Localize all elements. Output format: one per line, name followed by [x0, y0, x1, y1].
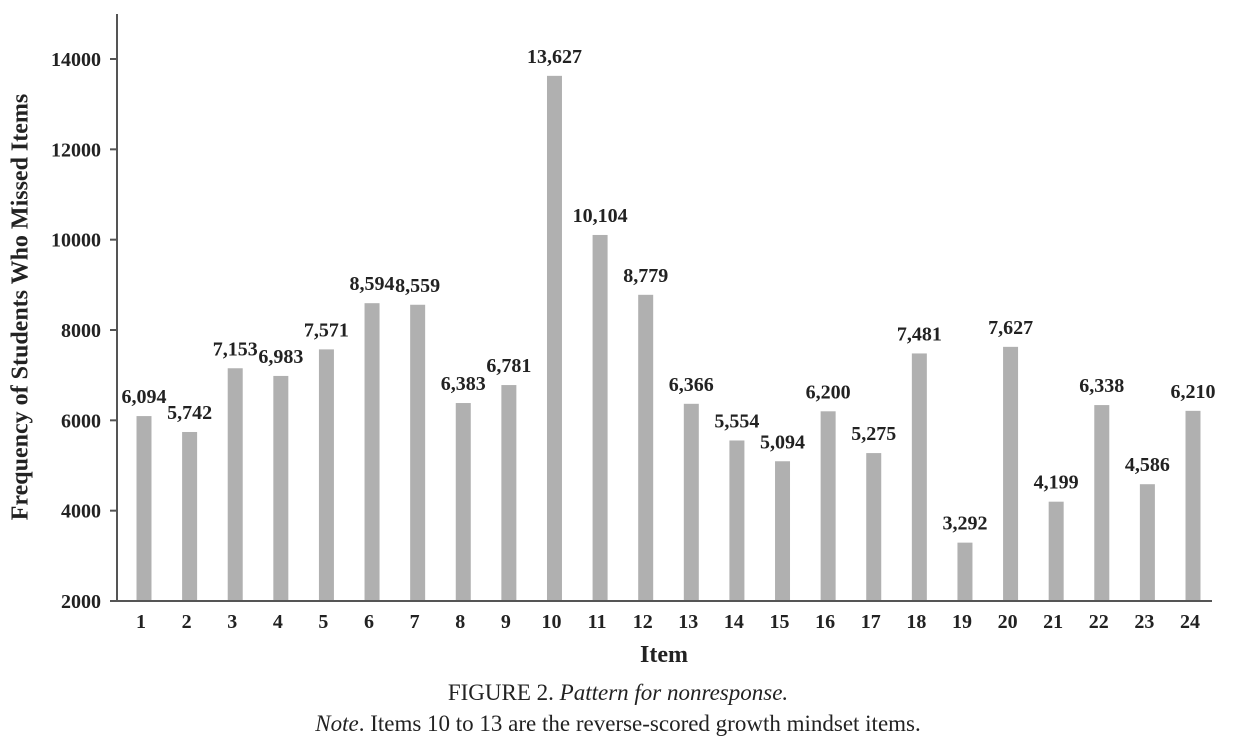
- data-label-item-10: 13,627: [527, 46, 582, 68]
- data-label-item-19: 3,292: [942, 513, 987, 535]
- bar-item-12: [638, 294, 654, 601]
- data-label-item-15: 5,094: [760, 431, 805, 453]
- bar-item-19: [957, 542, 973, 601]
- y-tick-label: 14000: [51, 49, 101, 71]
- data-label-item-5: 7,571: [304, 319, 349, 341]
- bar-item-11: [592, 234, 608, 601]
- x-tick-label: 12: [633, 611, 653, 633]
- x-tick-label: 18: [906, 611, 926, 633]
- figure-note: Note. Items 10 to 13 are the reverse-sco…: [0, 711, 1236, 737]
- bar-item-13: [683, 403, 699, 601]
- x-tick-label: 17: [861, 611, 881, 633]
- bar-item-16: [820, 411, 836, 601]
- y-tick-label: 2000: [61, 591, 101, 613]
- y-tick-label: 4000: [61, 501, 101, 523]
- x-tick-label: 14: [724, 611, 744, 633]
- x-tick-label: 2: [182, 611, 192, 633]
- x-tick-label: 15: [770, 611, 790, 633]
- bar-item-5: [318, 349, 334, 601]
- data-label-item-21: 4,199: [1034, 472, 1079, 494]
- y-ticks-group: 2000 4000 6000 8000 10000 12000 14000: [51, 49, 117, 613]
- data-label-item-17: 5,275: [851, 423, 896, 445]
- bars-group: [136, 75, 1201, 601]
- note-label: Note: [315, 711, 359, 736]
- x-tick-label: 3: [227, 611, 237, 633]
- bar-item-15: [775, 461, 791, 601]
- y-tick-label: 8000: [61, 320, 101, 342]
- bar-item-6: [364, 303, 380, 601]
- bar-item-4: [273, 375, 289, 601]
- bar-item-20: [1003, 346, 1019, 601]
- note-text: . Items 10 to 13 are the reverse-scored …: [358, 711, 921, 736]
- x-tick-label: 1: [136, 611, 146, 633]
- x-tick-label: 13: [678, 611, 698, 633]
- bar-item-9: [501, 385, 517, 601]
- data-label-item-22: 6,338: [1079, 375, 1124, 397]
- data-label-item-3: 7,153: [213, 338, 258, 360]
- data-label-item-4: 6,983: [258, 346, 303, 368]
- y-tick-label: 10000: [51, 230, 101, 252]
- bar-item-1: [136, 416, 152, 601]
- data-label-item-16: 6,200: [806, 381, 851, 403]
- data-label-item-24: 6,210: [1171, 381, 1216, 403]
- bar-item-2: [182, 431, 198, 601]
- bar-item-10: [546, 75, 562, 601]
- bar-item-14: [729, 440, 745, 601]
- bar-item-18: [911, 353, 927, 601]
- x-tick-label: 23: [1134, 611, 1154, 633]
- x-tick-label: 10: [541, 611, 561, 633]
- x-tick-label: 5: [318, 611, 328, 633]
- data-label-item-20: 7,627: [988, 317, 1033, 339]
- x-tick-label: 9: [501, 611, 511, 633]
- y-tick-label: 6000: [61, 410, 101, 432]
- data-label-item-13: 6,366: [669, 374, 714, 396]
- data-label-item-2: 5,742: [167, 402, 212, 424]
- x-tick-label: 19: [952, 611, 972, 633]
- x-tick-label: 20: [998, 611, 1018, 633]
- bar-item-22: [1094, 405, 1110, 601]
- x-tick-label: 4: [273, 611, 283, 633]
- data-label-item-1: 6,094: [122, 386, 167, 408]
- x-tick-label: 8: [455, 611, 465, 633]
- x-tick-label: 11: [588, 611, 607, 633]
- data-label-item-12: 8,779: [623, 265, 668, 287]
- figure-caption: FIGURE 2. Pattern for nonresponse.: [0, 680, 1236, 706]
- data-label-item-9: 6,781: [486, 355, 531, 377]
- x-axis-label: Item: [640, 642, 688, 668]
- data-label-item-6: 8,594: [350, 273, 395, 295]
- bar-item-24: [1185, 410, 1201, 601]
- bar-item-17: [866, 453, 882, 601]
- x-tick-label: 24: [1180, 611, 1200, 633]
- data-label-item-11: 10,104: [573, 205, 628, 227]
- bar-item-8: [455, 403, 471, 601]
- bar-item-7: [410, 304, 426, 601]
- data-label-item-7: 8,559: [395, 275, 440, 297]
- x-ticks-group: 1 2 3 4 5 6 7 8 9 10 11 12 13 14 15 16 17 18 19 20 21 22 23 24: [136, 611, 1200, 633]
- figure-label: FIGURE 2.: [447, 680, 554, 705]
- bar-item-23: [1139, 484, 1155, 601]
- data-label-item-23: 4,586: [1125, 454, 1170, 476]
- x-tick-label: 22: [1089, 611, 1109, 633]
- x-tick-label: 21: [1043, 611, 1063, 633]
- bar-item-21: [1048, 501, 1064, 601]
- x-tick-label: 6: [364, 611, 374, 633]
- data-label-item-14: 5,554: [714, 410, 759, 432]
- x-tick-label: 16: [815, 611, 835, 633]
- figure-title: Pattern for nonresponse.: [559, 680, 789, 705]
- data-label-item-8: 6,383: [441, 373, 486, 395]
- data-label-item-18: 7,481: [897, 323, 942, 345]
- y-axis-label: Frequency of Students Who Missed Items: [8, 94, 34, 520]
- bar-item-3: [227, 368, 243, 601]
- x-tick-label: 7: [410, 611, 420, 633]
- y-tick-label: 12000: [51, 139, 101, 161]
